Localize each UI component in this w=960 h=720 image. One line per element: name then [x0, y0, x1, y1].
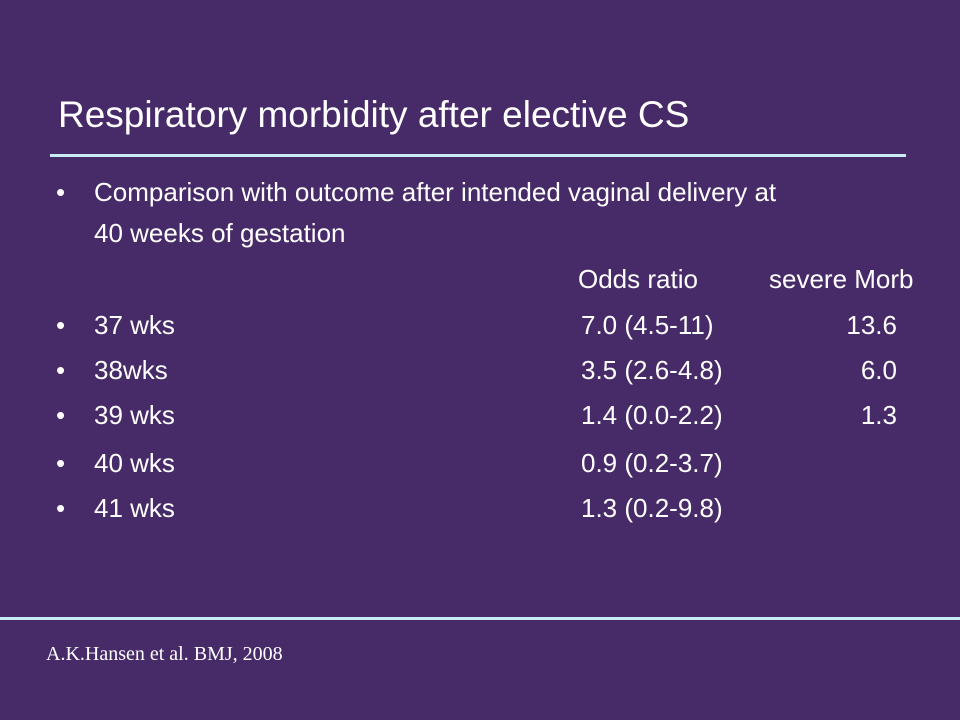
- row-odds-ratio: 0.9 (0.2-3.7): [581, 448, 723, 478]
- row-label: 41 wks: [94, 493, 175, 523]
- intro-line-2: 40 weeks of gestation: [94, 218, 346, 248]
- severe-morb-header: severe Morb: [769, 264, 914, 294]
- bullet-marker: •: [56, 310, 66, 340]
- bullet-marker: •: [56, 177, 66, 207]
- bullet-marker: •: [56, 448, 66, 478]
- row-severe-morb: 1.3: [860, 400, 897, 430]
- row-severe-morb: 13.6: [846, 310, 897, 340]
- row-odds-ratio: 3.5 (2.6-4.8): [581, 355, 723, 385]
- bullet-marker: •: [56, 493, 66, 523]
- row-severe-morb: 6.0: [860, 355, 897, 385]
- slide-title: Respiratory morbidity after elective CS: [58, 94, 690, 135]
- row-label: 39 wks: [94, 400, 175, 430]
- footer-divider: [0, 617, 960, 620]
- row-odds-ratio: 1.3 (0.2-9.8): [581, 493, 723, 523]
- row-odds-ratio: 1.4 (0.0-2.2): [581, 400, 723, 430]
- row-label: 38wks: [94, 355, 168, 385]
- bullet-marker: •: [56, 355, 66, 385]
- odds-ratio-header: Odds ratio: [578, 264, 698, 294]
- citation: A.K.Hansen et al. BMJ, 2008: [46, 643, 283, 665]
- row-odds-ratio: 7.0 (4.5-11): [581, 310, 714, 340]
- intro-line-1: Comparison with outcome after intended v…: [94, 177, 777, 207]
- bullet-marker: •: [56, 400, 66, 430]
- title-underline: [50, 154, 906, 157]
- row-label: 37 wks: [94, 310, 175, 340]
- row-label: 40 wks: [94, 448, 175, 478]
